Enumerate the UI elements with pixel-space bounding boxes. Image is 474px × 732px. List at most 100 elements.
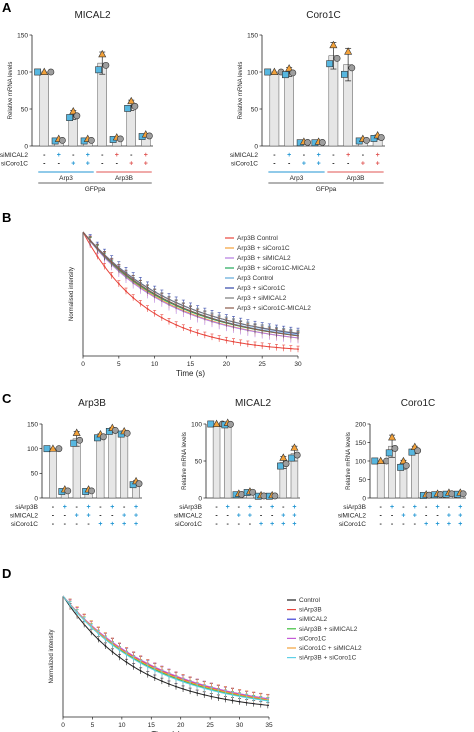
panel-a-group-label-arp3b: Arp3B <box>115 175 133 182</box>
chart3-sign: - <box>52 504 55 511</box>
chart0-sign: + <box>115 152 119 159</box>
chart6-data-point <box>252 697 255 700</box>
chart5-sign: + <box>447 513 451 520</box>
chart2-data-point <box>218 337 221 340</box>
chart6-data-point <box>245 696 248 699</box>
chart0-ylabel: Relative mRNA levels <box>8 62 14 120</box>
chart0-replicate-point <box>40 67 49 75</box>
chart6-data-point <box>168 675 170 678</box>
chart1-replicate-point <box>270 67 279 75</box>
chart0-replicate-point <box>98 49 107 58</box>
chart3-row-label: siCoro1C <box>11 521 38 528</box>
chart4-sign: - <box>215 504 218 511</box>
chart4-replicate-point <box>271 492 279 500</box>
chart3-sign: - <box>64 521 67 528</box>
chart5-sign: + <box>458 504 462 511</box>
chart2-data-point <box>239 342 242 344</box>
chart0-sign: - <box>72 152 75 159</box>
chart2-data-point <box>182 326 185 329</box>
chart6-legend-label: siArp3B + siCoro1C <box>299 655 357 662</box>
chart1-sign: - <box>273 161 276 168</box>
chart6-legend-label: siCoro1C <box>299 635 326 642</box>
chart6-series-line <box>62 595 270 700</box>
chart2-data-point <box>110 261 113 264</box>
chart4-sign: - <box>238 504 241 511</box>
chart2-legend-label: Arp3B + siCoro1C-MICAL2 <box>237 265 316 272</box>
chart1-ytick-label: 150 <box>247 32 258 39</box>
chart3-replicate-point <box>135 480 143 488</box>
chart3-sign: + <box>134 521 138 528</box>
chart3-sign: - <box>76 504 79 511</box>
chart3-replicate-point <box>123 429 131 437</box>
chart2-data-point <box>232 340 235 343</box>
chart5-sign: - <box>380 521 383 528</box>
chart2-data-point <box>261 345 264 347</box>
chart1-replicate-point <box>318 139 326 146</box>
chart1-bar <box>269 71 280 147</box>
chart5-title: Coro1C <box>401 398 435 409</box>
chart1-title: Coro1C <box>306 10 340 21</box>
panel-a-footer-label: GFPpa <box>316 186 337 193</box>
chart4-sign: + <box>237 513 241 520</box>
chart6-data-point <box>231 699 234 702</box>
chart6-xtick-label: 20 <box>177 722 185 729</box>
chart2-data-point <box>103 254 106 257</box>
chart3-sign: - <box>99 513 102 520</box>
chart4-bar <box>212 423 221 499</box>
chart4-row-label: siMICAL2 <box>174 513 203 520</box>
chart6-data-point <box>146 673 149 676</box>
chart5-sign: - <box>448 504 451 511</box>
chart2-data-point <box>103 265 106 268</box>
chart1-sign: - <box>332 152 335 159</box>
chart6-data-point <box>132 665 135 668</box>
chart4-replicate-point <box>288 454 296 462</box>
chart1-row-label: siMICAL2 <box>230 152 259 159</box>
chart0-sign: - <box>101 152 104 159</box>
chart2-xtick-label: 10 <box>151 361 159 368</box>
chart2-data-point <box>139 284 142 286</box>
chart2-data-point <box>289 347 292 350</box>
chart4-replicate-point <box>290 443 299 451</box>
chart6-data-point <box>160 680 163 683</box>
chart4-sign: + <box>226 504 230 511</box>
chart0-bar <box>39 71 49 147</box>
chart5-replicate-point <box>376 456 385 465</box>
chart2-data-point <box>282 347 285 350</box>
chart6-data-point <box>259 699 262 701</box>
chart6-xtick-label: 0 <box>61 722 65 729</box>
chart1-sign: - <box>347 161 350 168</box>
chart1-ytick-label: 50 <box>251 106 259 113</box>
chart6-data-point <box>238 695 241 698</box>
chart3-sign: + <box>98 521 102 528</box>
chart1-sign: + <box>376 161 380 168</box>
chart5-row-label: siCoro1C <box>339 521 366 528</box>
chart5-replicate-point <box>371 457 379 465</box>
chart4-sign: - <box>215 521 218 528</box>
chart2-data-point <box>275 346 278 349</box>
chart4-replicate-point <box>212 419 221 428</box>
chart2-data-point <box>96 255 99 258</box>
chart2-data-point <box>117 267 120 270</box>
chart5-replicate-point <box>437 491 444 498</box>
chart6-data-point <box>224 692 227 695</box>
chart2-data-point <box>297 348 299 351</box>
chart3-bar <box>108 429 117 499</box>
chart1-sign: + <box>361 161 365 168</box>
chart2-data-point <box>125 273 127 276</box>
chart6-data-point <box>196 685 199 688</box>
chart1-replicate-point <box>264 68 272 76</box>
chart0-ytick-label: 50 <box>21 106 29 113</box>
chart2-data-point <box>168 320 170 323</box>
chart2-data-point <box>246 343 249 345</box>
chart5-ytick-label: 0 <box>362 495 366 502</box>
chart6-data-point <box>238 700 241 703</box>
chart0-replicate-point <box>66 114 74 121</box>
chart6-data-point <box>245 701 248 704</box>
chart3-replicate-point <box>72 428 81 436</box>
chart6-data-point <box>217 697 220 699</box>
chart0-row-label: siMICAL2 <box>0 152 28 159</box>
chart4-sign: + <box>270 521 274 528</box>
chart5-sign: - <box>414 521 417 528</box>
chart2-data-point <box>275 331 278 334</box>
chart6-data-point <box>175 685 177 688</box>
